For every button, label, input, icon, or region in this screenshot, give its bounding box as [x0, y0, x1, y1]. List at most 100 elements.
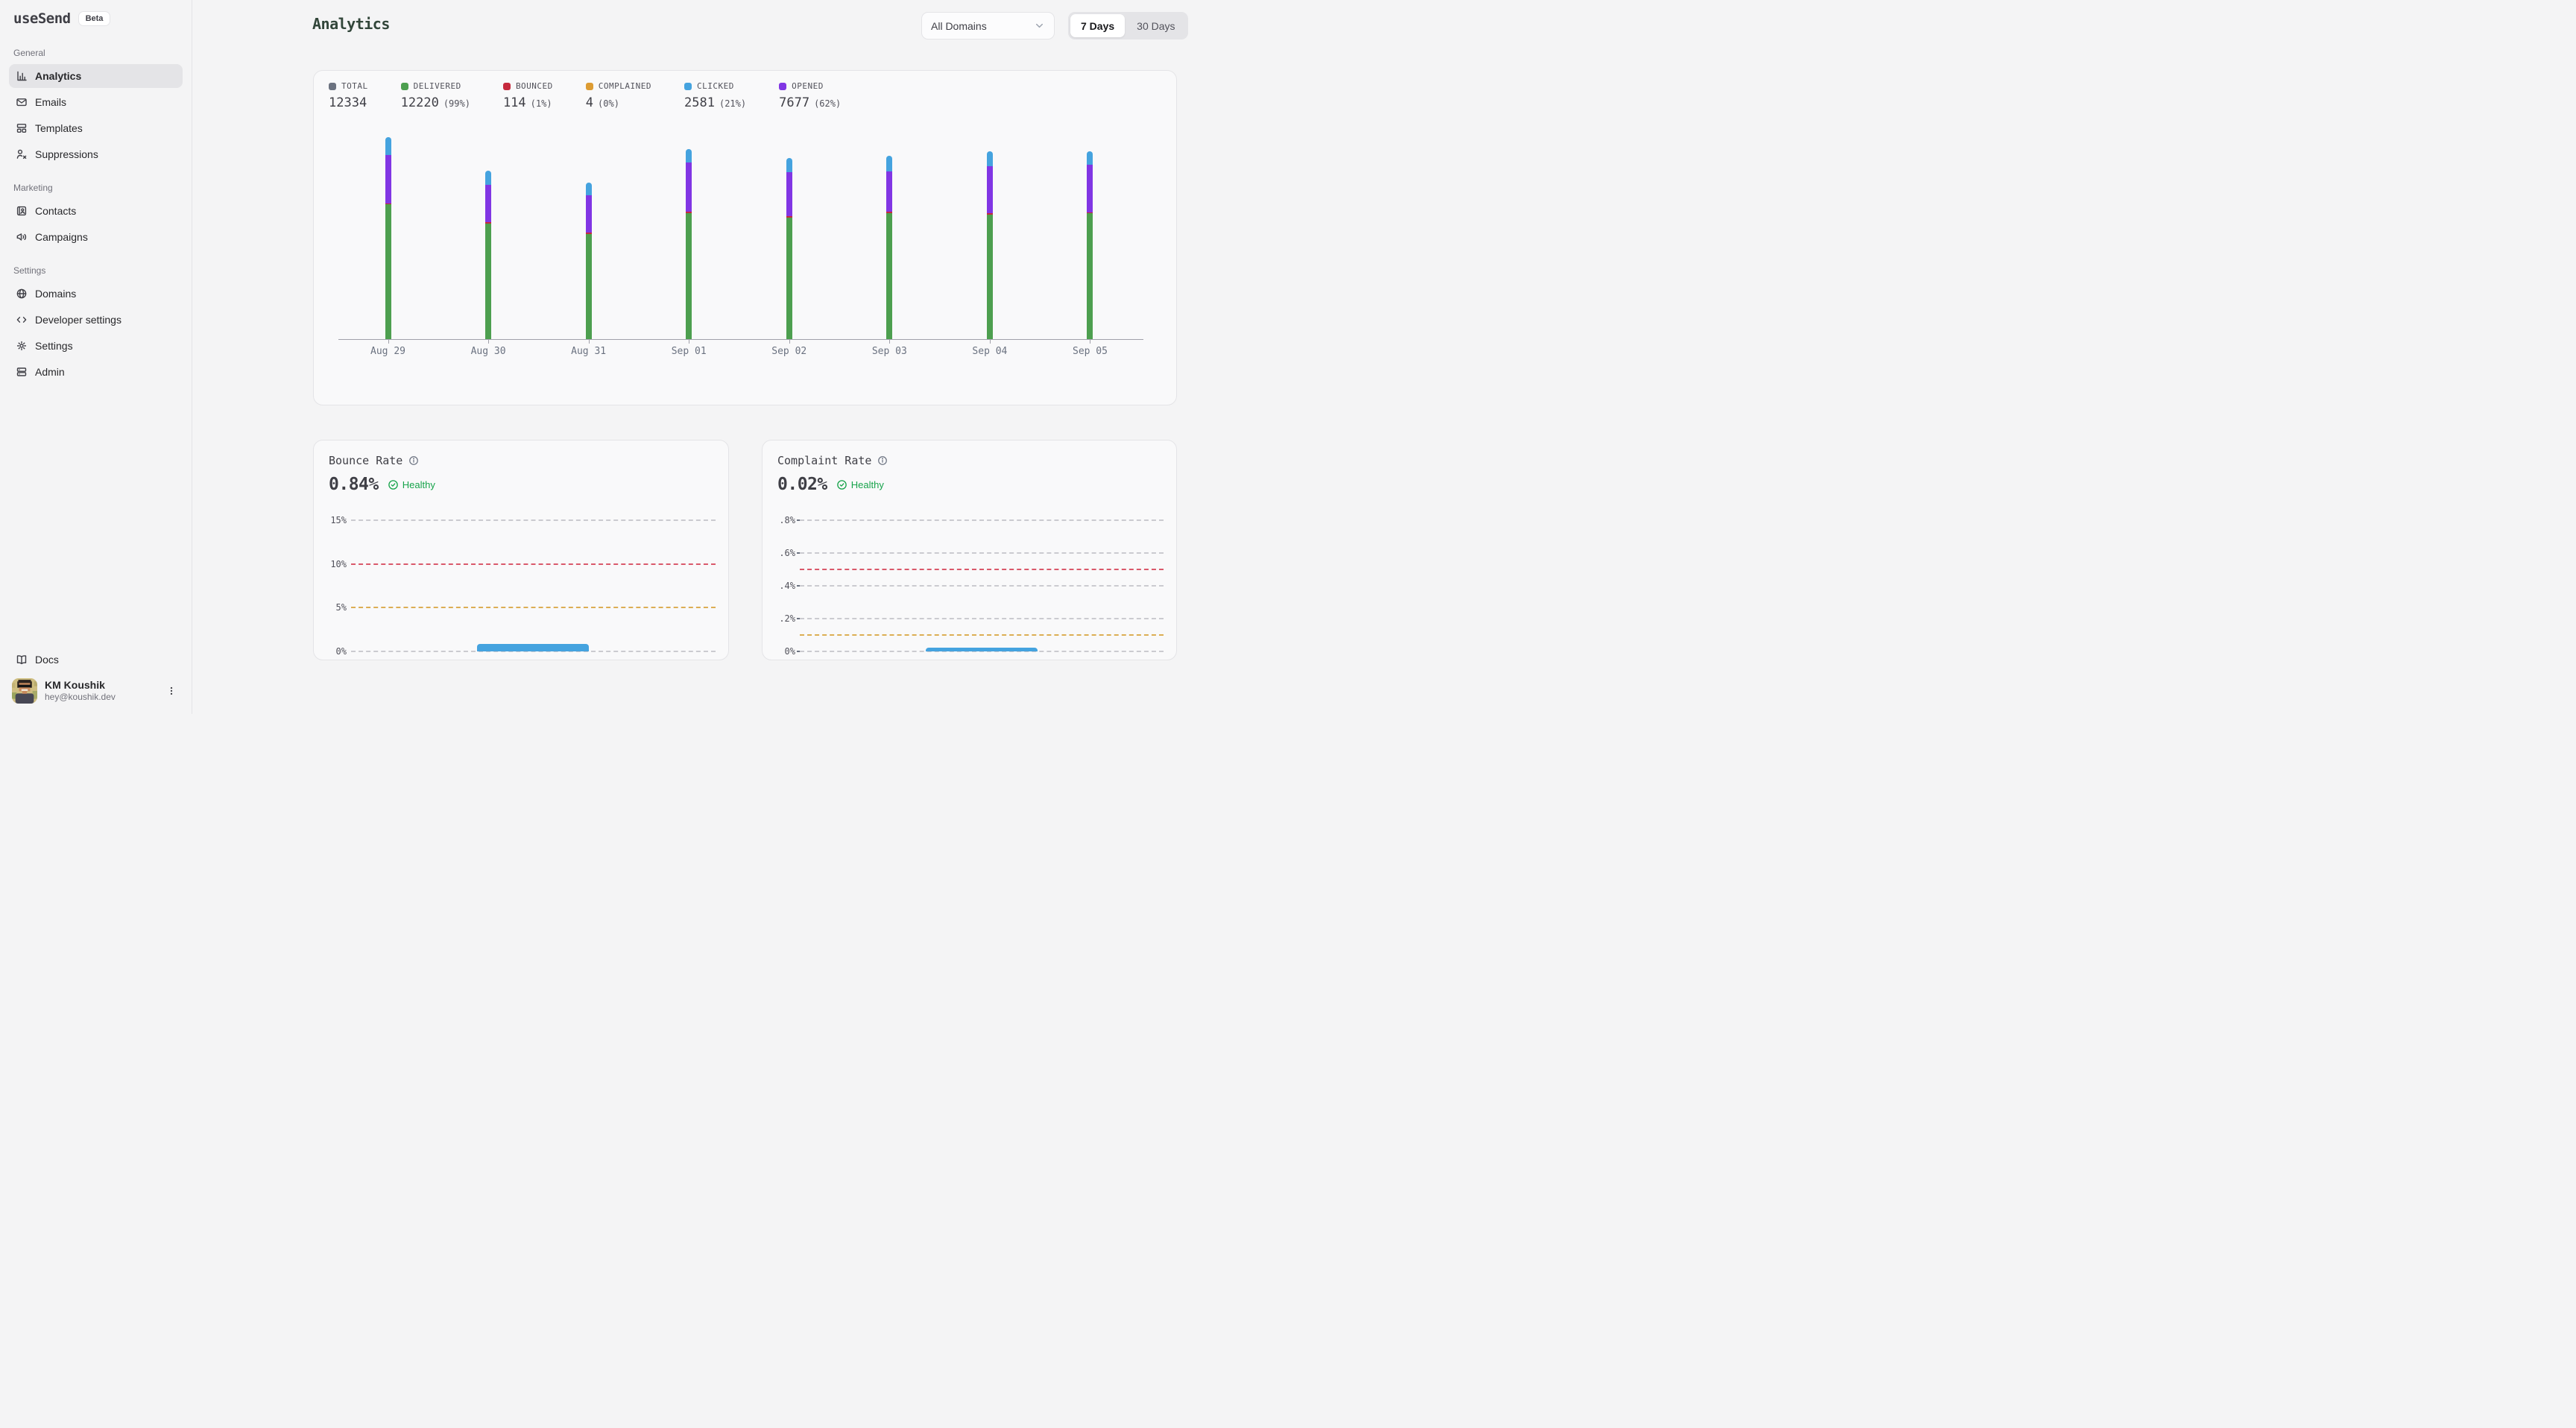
x-axis-label: Aug 29: [370, 346, 405, 357]
bounce-status-badge: Healthy: [388, 479, 435, 490]
y-axis-tick: [797, 519, 802, 521]
y-axis-label: 0%: [784, 646, 795, 657]
stat-percent: (21%): [719, 98, 747, 109]
rate-bar[interactable]: [477, 644, 589, 651]
bar-segment-opened: [886, 171, 893, 212]
stat-value-row: 2581 (21%): [684, 95, 746, 110]
bar-aug-31[interactable]: [585, 182, 592, 339]
bar-segment-opened: [986, 166, 993, 214]
stat-delivered: DELIVERED 12220 (99%): [400, 81, 470, 110]
check-circle-icon: [836, 479, 847, 490]
bar-segment-opened: [786, 171, 792, 216]
sidebar-item-domains[interactable]: Domains: [9, 282, 183, 306]
stat-complained: COMPLAINED 4 (0%): [585, 81, 652, 110]
stat-label: COMPLAINED: [598, 81, 652, 91]
stat-value: 2581: [684, 95, 715, 110]
legend-dot: [400, 82, 408, 90]
bar-segment-delivered: [1087, 213, 1093, 339]
sidebar-item-templates[interactable]: Templates: [9, 116, 183, 140]
bar-segment-clicked: [986, 151, 993, 167]
x-axis-label: Aug 31: [571, 346, 607, 357]
bar-sep-01[interactable]: [686, 149, 692, 339]
bar-segment-bounced: [786, 216, 792, 218]
bar-sep-04[interactable]: [986, 151, 993, 339]
sidebar-item-analytics[interactable]: Analytics: [9, 64, 183, 88]
overview-card: TOTAL 12334 DELIVERED 12220 (99%) BOUNCED 114 (…: [313, 70, 1177, 405]
server-icon: [15, 366, 28, 379]
sidebar-item-label: Analytics: [35, 70, 82, 82]
page-title: Analytics: [312, 15, 390, 33]
bar-segment-bounced: [1087, 212, 1093, 214]
bar-aug-29[interactable]: [385, 136, 391, 339]
y-axis-label: .2%: [779, 613, 795, 624]
sidebar-item-label: Contacts: [35, 205, 77, 217]
bar-segment-delivered: [686, 212, 692, 339]
stat-value: 7677: [779, 95, 810, 110]
x-axis-label: Aug 30: [470, 346, 506, 357]
gridline: [351, 651, 716, 652]
y-axis-label: .4%: [779, 581, 795, 591]
y-axis-tick: [797, 651, 802, 652]
sidebar-item-label: Emails: [35, 96, 67, 108]
sidebar-item-label: Campaigns: [35, 231, 88, 243]
sidebar-item-settings[interactable]: Settings: [9, 334, 183, 358]
stat-header: COMPLAINED: [585, 81, 652, 91]
nav-section-title: Marketing: [13, 183, 53, 193]
nav-section-general: General Analytics Emails Templates Suppressi…: [9, 48, 183, 166]
user-name: KM Koushik: [45, 679, 105, 691]
domain-filter-select[interactable]: All Domains: [921, 12, 1055, 40]
user-row[interactable]: KM Koushik hey@koushik.dev: [9, 674, 183, 704]
bar-segment-clicked: [686, 149, 692, 163]
bar-sep-02[interactable]: [786, 157, 792, 339]
info-icon[interactable]: [408, 455, 419, 466]
y-axis-label: 15%: [330, 515, 347, 525]
x-axis-tick: [588, 340, 590, 344]
stat-value-row: 4 (0%): [586, 95, 651, 110]
stat-percent: (0%): [598, 98, 619, 109]
stat-bounced: BOUNCED 114 (1%): [502, 81, 553, 110]
bar-sep-03[interactable]: [886, 155, 893, 339]
bar-segment-clicked: [1087, 151, 1093, 165]
stat-value: 4: [585, 95, 594, 110]
sidebar-item-docs[interactable]: Docs: [9, 648, 183, 672]
sidebar-item-developer-settings[interactable]: Developer settings: [9, 308, 183, 332]
code-icon: [15, 314, 28, 326]
range-30days-button[interactable]: 30 Days: [1126, 14, 1185, 37]
chevron-down-icon: [1034, 20, 1045, 31]
bar-chart-icon: [15, 70, 28, 83]
complaint-status-badge: Healthy: [836, 479, 884, 490]
bar-sep-05[interactable]: [1087, 151, 1093, 339]
stat-value: 12220: [400, 95, 439, 110]
kebab-icon: [170, 686, 173, 695]
logo-row: useSend Beta: [9, 10, 183, 27]
stat-value: 114: [502, 95, 526, 110]
layout-icon: [15, 122, 28, 135]
info-icon[interactable]: [877, 455, 888, 466]
bar-aug-30[interactable]: [485, 170, 492, 339]
sidebar-item-suppressions[interactable]: Suppressions: [9, 142, 183, 166]
contact-book-icon: [15, 205, 28, 218]
check-circle-icon: [388, 479, 398, 490]
stat-label: OPENED: [792, 81, 824, 91]
danger-threshold-line: [800, 569, 1164, 570]
sidebar-item-campaigns[interactable]: Campaigns: [9, 225, 183, 249]
sidebar-item-admin[interactable]: Admin: [9, 360, 183, 384]
sidebar-item-label: Settings: [35, 340, 73, 352]
x-axis-label: Sep 03: [871, 346, 907, 357]
date-range-toggle: 7 Days 30 Days: [1068, 12, 1188, 40]
user-menu-button[interactable]: [163, 680, 180, 701]
stat-percent: (62%): [814, 98, 842, 109]
sidebar-item-emails[interactable]: Emails: [9, 90, 183, 114]
range-7days-button[interactable]: 7 Days: [1070, 14, 1126, 37]
sidebar-item-contacts[interactable]: Contacts: [9, 199, 183, 223]
rate-bar[interactable]: [926, 648, 1038, 651]
warning-threshold-line: [351, 607, 716, 609]
bounce-rate-title: Bounce Rate: [329, 454, 403, 467]
sidebar-footer: Docs: [9, 648, 183, 704]
bar-segment-delivered: [786, 217, 792, 339]
gridline: [800, 585, 1164, 587]
x-axis-tick: [789, 340, 790, 344]
mail-icon: [15, 96, 28, 109]
legend-dot: [329, 82, 336, 90]
bar-segment-bounced: [686, 212, 692, 213]
